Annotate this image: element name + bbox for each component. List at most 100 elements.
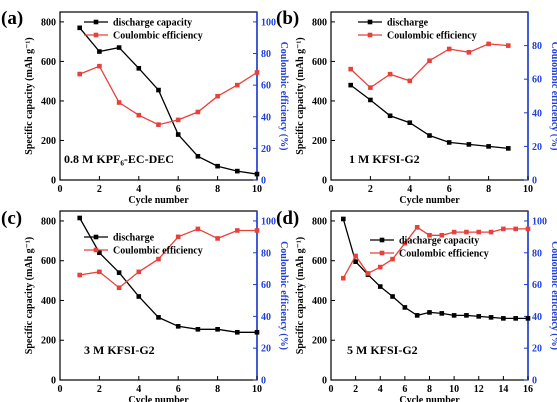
series-line [350,43,509,89]
y-tick-label: 200 [312,336,327,347]
series-line [342,226,528,279]
x-tick-label: 4 [407,184,412,195]
data-point [215,93,220,99]
data-point [116,270,122,275]
data-point [215,163,220,169]
y-tick-label: 200 [41,336,56,347]
y-right-tick-label: 100 [261,17,276,28]
x-tick-label: 6 [176,384,181,395]
x-tick-label: 8 [215,184,220,195]
data-point [77,71,82,77]
data-point [486,41,491,47]
data-point [407,78,413,84]
y-right-axis-label: Coulombic efficiency (%) [278,241,289,350]
legend-label: diacharge capacity [399,236,479,247]
data-point [390,294,395,299]
x-tick-label: 10 [449,384,459,395]
x-tick-label: 10 [252,384,262,395]
series-1 [348,82,511,151]
data-point [136,269,142,275]
y-right-tick-label: 60 [532,280,542,291]
series-line [342,218,528,320]
data-point [156,87,161,93]
legend: discharge Coulombic efficiency [358,18,477,42]
condition-annotation: 0.8 M KPF₆-EC-DEC [64,152,174,166]
x-tick-label: 0 [58,184,63,195]
legend-label: Coulombic efficiency [399,249,489,260]
data-point [175,117,181,123]
series-line [79,217,257,333]
data-point [439,232,445,238]
y-tick-label: 400 [41,296,56,307]
x-tick-label: 2 [97,184,102,195]
data-point [175,324,181,329]
legend: discharge Coulombic efficiency [84,233,203,257]
y-right-tick-label: 80 [261,248,271,259]
data-point [341,216,346,222]
data-point [97,250,102,256]
series-2 [77,226,260,291]
data-point [195,109,201,115]
x-tick-label: 10 [252,184,262,195]
y-tick-label: 400 [41,96,56,107]
legend-label: discharge [387,18,429,29]
x-tick-label: 8 [427,384,432,395]
data-point [390,256,395,262]
data-point [387,113,393,119]
series-1 [77,25,260,177]
data-point [97,49,102,54]
data-point [427,232,432,238]
y-right-tick-label: 80 [261,49,271,60]
series-1 [77,215,260,335]
y-axis-label: Specific capacity (mAh g⁻¹) [295,37,306,154]
data-point [427,310,432,315]
data-point [407,120,413,125]
data-point [254,228,260,233]
y-tick-label: 600 [41,256,56,267]
data-point [341,275,346,281]
data-point [464,229,469,235]
y-tick-label: 0 [322,176,327,187]
data-point [513,226,518,232]
data-point [254,70,260,75]
data-point [77,215,82,221]
data-point [368,97,373,103]
x-tick-label: 6 [447,184,452,195]
condition-annotation: 5 M KFSI-G2 [347,343,418,357]
x-axis-label: Cycle number [399,195,460,206]
y-tick-label: 400 [312,296,327,307]
x-tick-label: 14 [498,384,508,395]
data-point [77,272,82,278]
series-line [79,228,257,289]
x-axis-label: Cycle number [128,195,189,206]
data-point [235,329,240,335]
y-tick-label: 800 [312,216,327,227]
y-right-tick-label: 20 [261,144,271,155]
series-line [350,84,509,150]
data-point [136,112,142,118]
data-point [156,256,161,262]
legend: discharge capacity Coulombic efficiency [84,18,203,42]
data-point [486,144,491,149]
x-tick-label: 6 [176,184,181,195]
data-point [215,236,220,241]
legend-marker [379,250,385,256]
y-right-tick-label: 60 [261,81,271,92]
panel-label: (a) [1,8,23,29]
data-point [414,313,420,318]
data-point [235,168,240,174]
y-tick-label: 0 [51,176,56,187]
y-axis-label: Specific capacity (mAh g⁻¹) [24,37,35,154]
y-right-tick-label: 40 [261,112,271,123]
data-point [488,229,494,235]
y-right-axis-label: Coulombic efficiency (%) [549,241,557,350]
series-line [79,27,258,175]
data-point [488,315,494,320]
panel-label: (b) [276,8,299,29]
x-tick-label: 4 [378,384,383,395]
data-point [156,122,161,127]
y-right-tick-label: 40 [261,312,271,323]
data-point [116,285,122,291]
